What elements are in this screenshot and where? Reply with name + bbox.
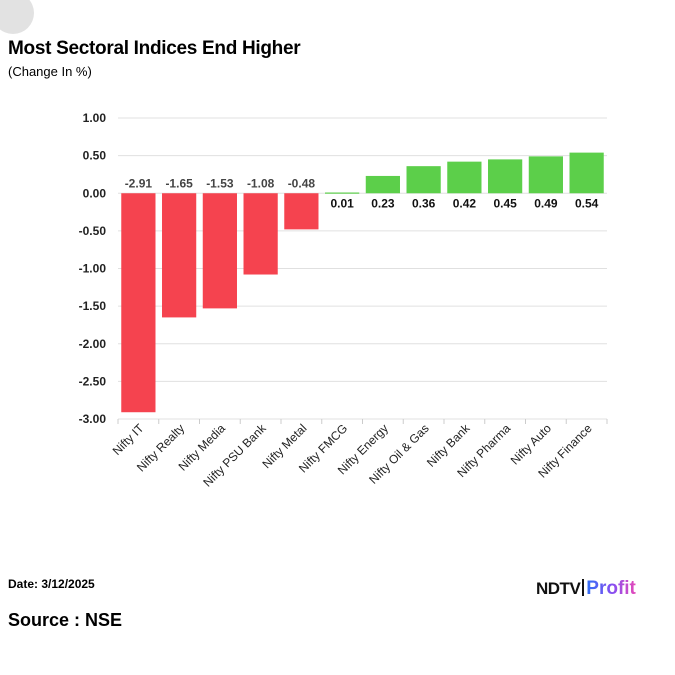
- y-tick-label: 0.00: [83, 186, 107, 200]
- bar: [162, 193, 197, 318]
- bar: [406, 166, 441, 194]
- data-labels: -2.91 -1.65 -1.53 -1.08 -0.48 0.01 0.23 0.36 0.4…: [125, 176, 599, 210]
- data-label: 0.01: [330, 196, 354, 210]
- x-tick-label: Nifty IT: [110, 421, 147, 458]
- data-label: 0.49: [534, 196, 558, 210]
- y-tick-label: 0.50: [83, 149, 107, 163]
- bar: [284, 193, 319, 230]
- y-tick-label: 1.00: [83, 111, 107, 125]
- bar: [202, 193, 237, 309]
- data-label: -2.91: [125, 176, 153, 190]
- logo-separator: [582, 579, 585, 596]
- data-label: 0.42: [453, 196, 477, 210]
- y-tick-label: -2.50: [79, 374, 107, 388]
- y-axis-tick-labels: 1.00 0.50 0.00 -0.50 -1.00 -1.50 -2.00 -2.50 -3.…: [79, 111, 107, 426]
- logo-product: Profit: [586, 578, 636, 599]
- data-label: 0.23: [371, 196, 395, 210]
- grid-lines: [118, 117, 607, 420]
- bar: [569, 152, 604, 194]
- ndtv-profit-logo: NDTV Profit: [536, 578, 636, 600]
- logo-brand: NDTV: [536, 579, 581, 598]
- source-label: Source : NSE: [8, 610, 123, 630]
- data-label: 0.54: [575, 196, 599, 210]
- data-label: -0.48: [288, 176, 316, 190]
- bar: [243, 193, 278, 275]
- bar: [447, 161, 482, 194]
- bar: [121, 193, 156, 413]
- date-label: Date: 3/12/2025: [8, 577, 95, 591]
- y-tick-label: -1.50: [79, 299, 107, 313]
- data-label: -1.53: [206, 176, 234, 190]
- data-label: 0.36: [412, 196, 436, 210]
- y-tick-label: -1.00: [79, 262, 107, 276]
- y-tick-label: -0.50: [79, 224, 107, 238]
- y-tick-label: -2.00: [79, 337, 107, 351]
- bar: [325, 192, 360, 194]
- data-label: -1.65: [165, 176, 193, 190]
- bar-chart: 1.00 0.50 0.00 -0.50 -1.00 -1.50 -2.00 -2.50 -3.…: [79, 111, 608, 490]
- chart-title: Most Sectoral Indices End Higher: [8, 38, 301, 59]
- bar: [365, 175, 400, 194]
- bar: [528, 156, 563, 194]
- bars: [121, 152, 604, 413]
- data-label: 0.45: [493, 196, 517, 210]
- y-tick-label: -3.00: [79, 412, 107, 426]
- chart-subtitle: (Change In %): [8, 64, 92, 79]
- data-label: -1.08: [247, 176, 275, 190]
- bar: [488, 159, 523, 194]
